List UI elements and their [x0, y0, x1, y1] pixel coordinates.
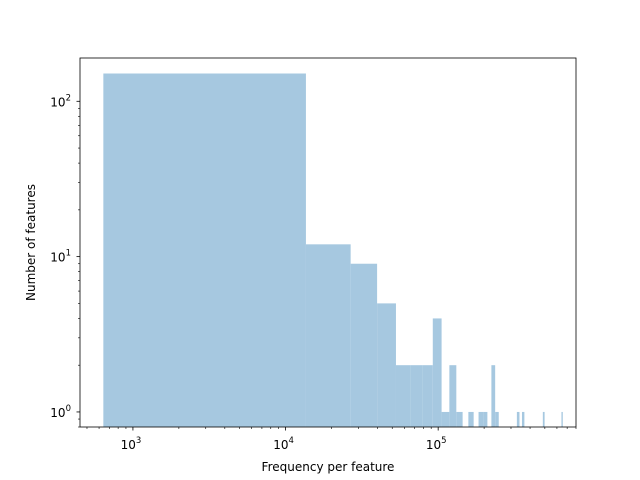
histogram-bar [305, 244, 351, 427]
histogram-bar [410, 365, 423, 427]
histogram-bar [561, 411, 563, 427]
bars-group [103, 73, 563, 428]
y-axis-label: Number of features [24, 184, 38, 301]
histogram-bar [491, 365, 496, 427]
histogram-bar [432, 318, 442, 427]
histogram-bar [377, 303, 396, 427]
histogram-bar [495, 411, 499, 427]
histogram-bar [521, 411, 525, 427]
histogram-bar [478, 411, 484, 427]
histogram-bar [542, 411, 545, 427]
x-tick-label: 104 [273, 436, 294, 452]
histogram-bar [468, 411, 474, 427]
y-tick-label: 101 [50, 249, 71, 265]
histogram-bar [483, 411, 488, 427]
x-tick-label: 103 [121, 436, 142, 452]
histogram-bar [516, 411, 520, 427]
x-tick-label: 105 [426, 436, 447, 452]
histogram-bar [456, 411, 463, 427]
histogram-bar [103, 73, 306, 428]
x-axis-label: Frequency per feature [262, 460, 395, 474]
y-tick-label: 100 [50, 404, 71, 420]
histogram-bar [441, 411, 450, 427]
histogram-bar [395, 365, 411, 427]
histogram-bar [449, 365, 457, 427]
y-axis-ticks: 100 101 102 [50, 93, 80, 428]
histogram-bar [350, 263, 378, 427]
x-axis-ticks: 103 104 105 [86, 427, 577, 452]
y-tick-label: 102 [50, 93, 71, 109]
histogram-bar [422, 365, 433, 427]
plot-frame [79, 57, 577, 428]
